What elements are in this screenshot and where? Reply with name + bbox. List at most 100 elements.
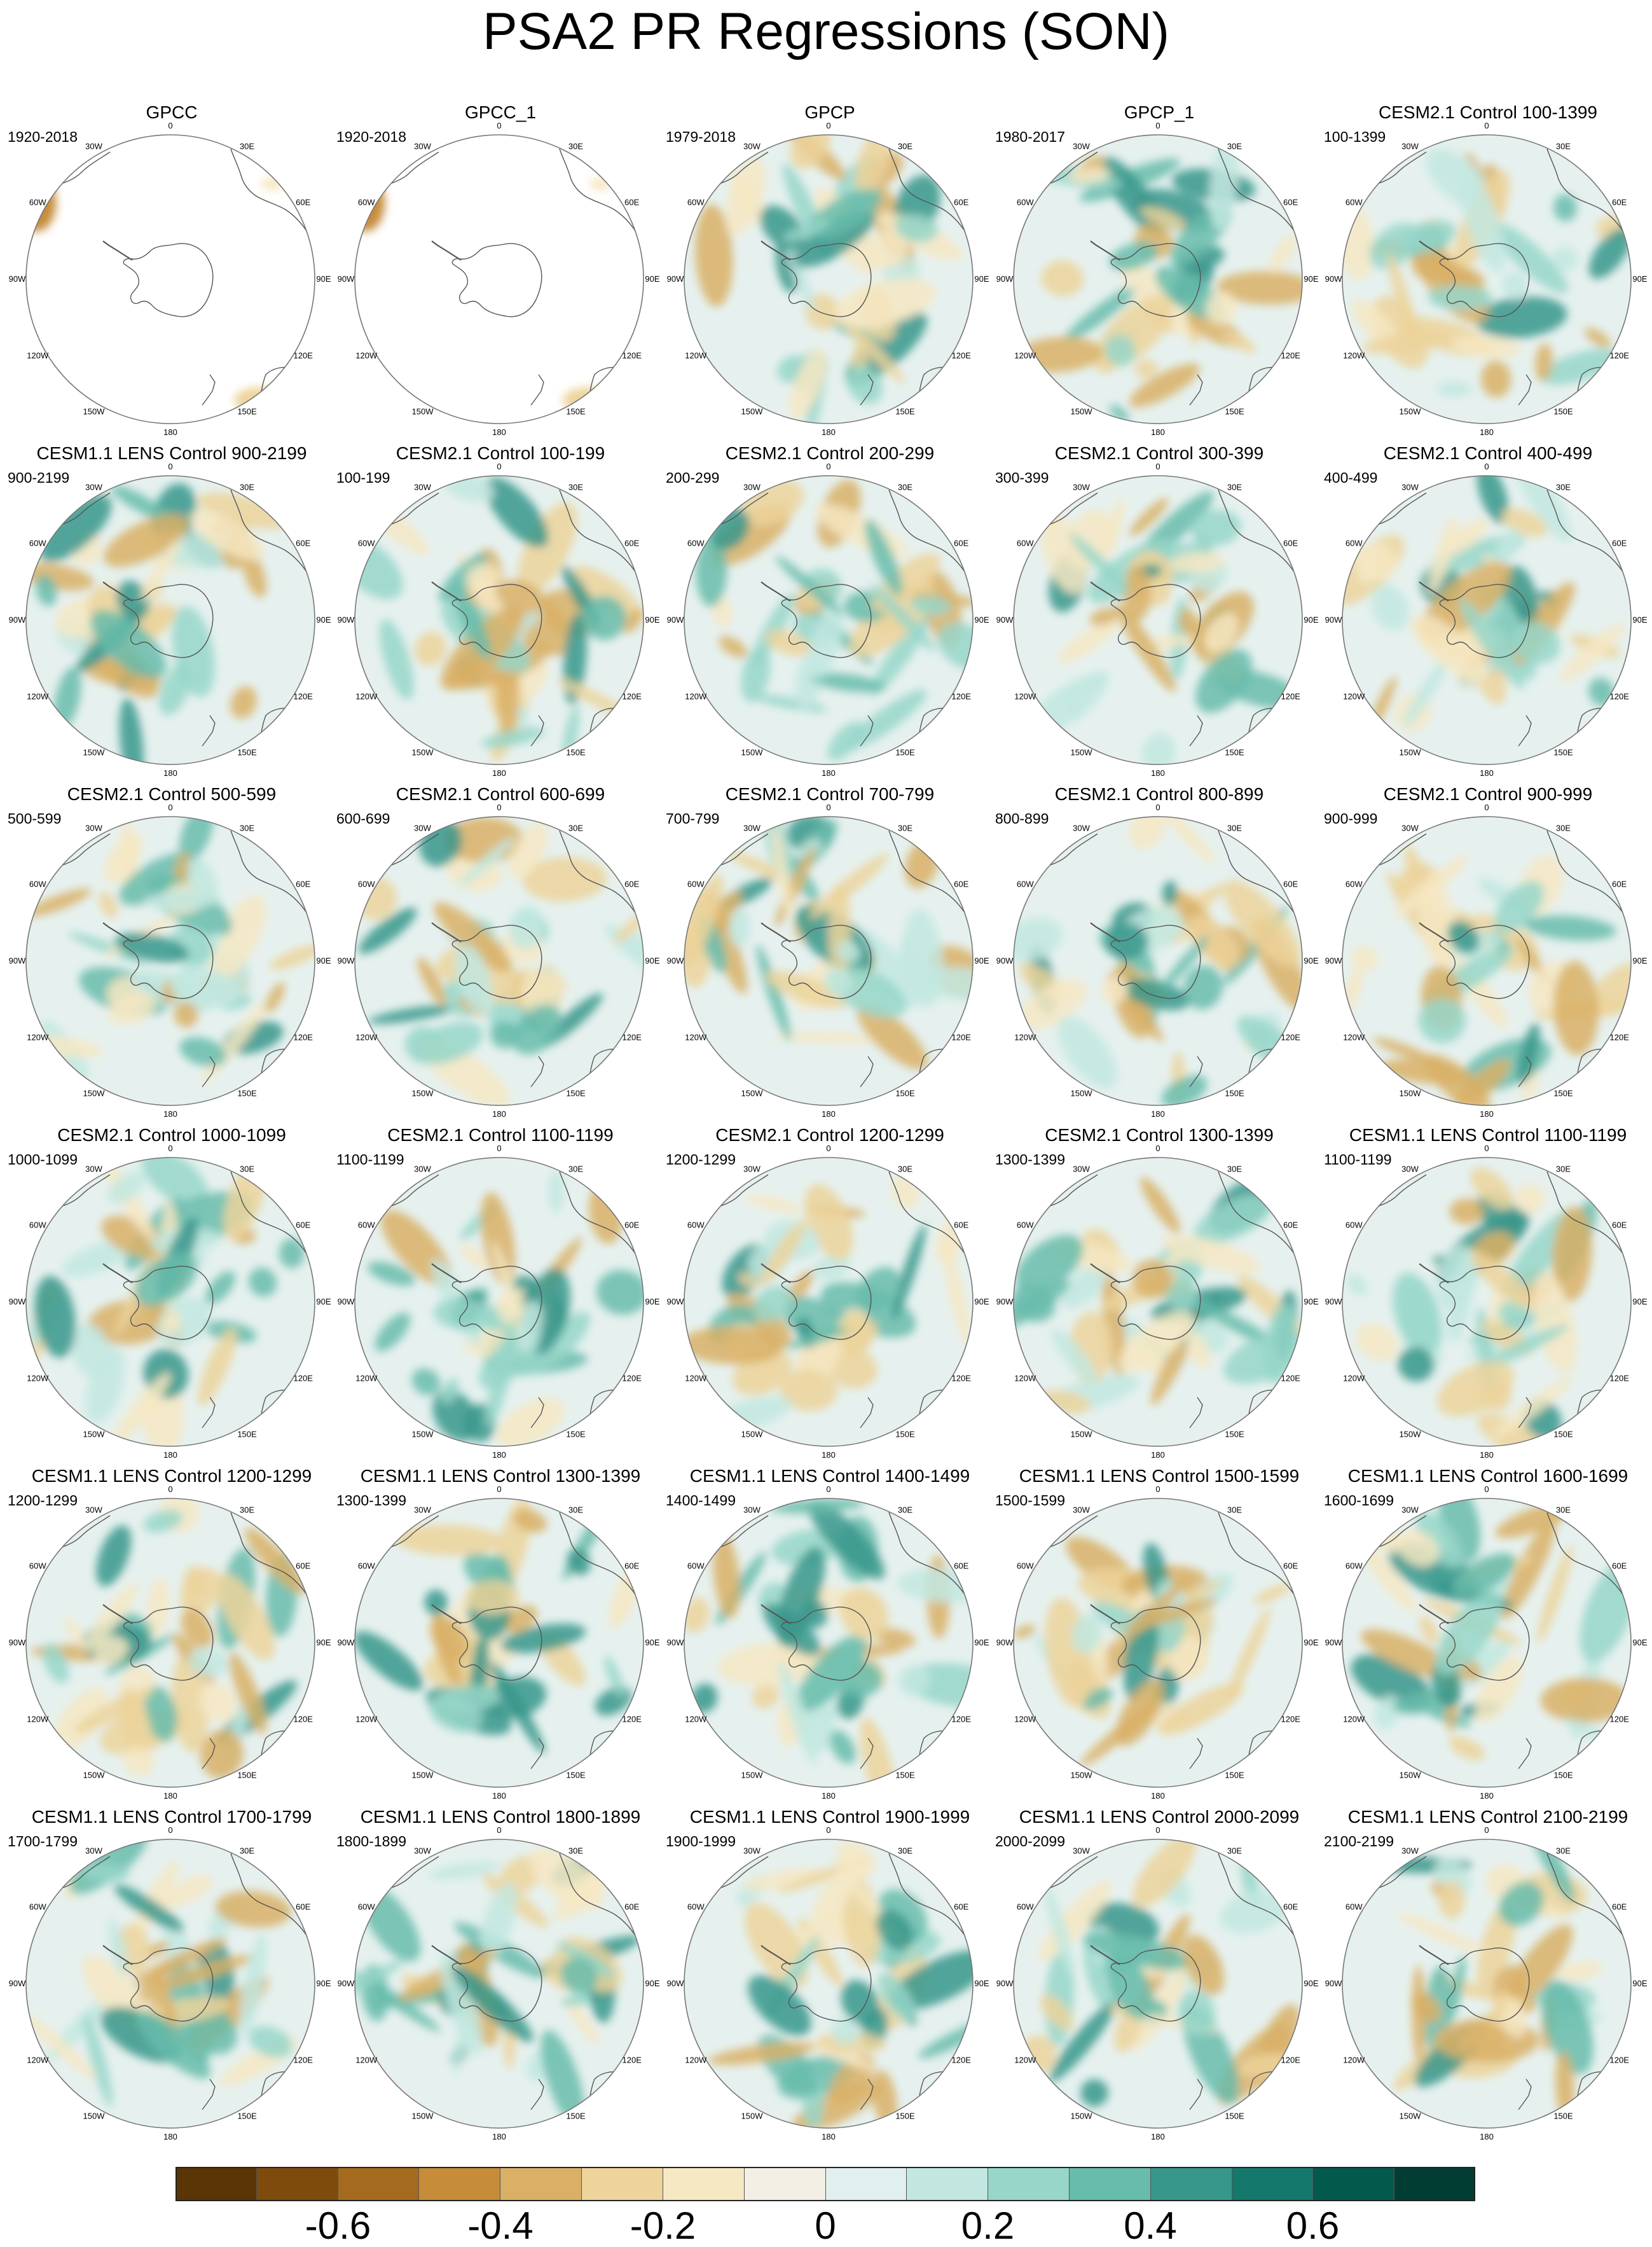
longitude-label: 120E [952,1715,972,1724]
contour-blob [240,1933,267,2036]
contour-blob [496,1397,565,1446]
contour-blob [1204,612,1239,653]
panel-period: 1000-1099 [8,1151,78,1168]
longitude-label: 60W [1017,1220,1034,1230]
polar-map: 0 30E 60E 90E 120E 150E 180 150W 120W 90W 60W 30W [667,1144,989,1460]
contour-blob [135,2011,210,2079]
colorbar-tick-label: -0.6 [305,2204,371,2247]
contour-blob [1499,1881,1544,1926]
longitude-label: 150E [237,1771,257,1780]
longitude-label: 120W [27,692,49,702]
australia-coastline [589,2071,633,2115]
longitude-label: 150E [1553,1089,1573,1098]
longitude-label: 120W [355,1033,378,1042]
australia-coastline [1576,707,1621,752]
contour-blob [465,1580,520,1615]
longitude-label: 90E [1304,274,1318,284]
contour-blob [775,1032,884,1044]
longitude-label: 0 [168,1484,172,1494]
longitude-label: 180 [163,427,177,437]
peninsula-coastline [761,1604,791,1624]
longitude-label: 90E [974,274,989,284]
longitude-label: 90W [1325,1638,1342,1647]
new-zealand-coastline [1189,1397,1203,1428]
longitude-label: 90W [338,1979,355,1988]
contour-blob [1475,1324,1569,1372]
antarctica-coastline [451,1266,542,1340]
longitude-label: 30W [1073,482,1090,492]
contour-blob [1080,2079,1108,2107]
longitude-label: 30W [743,1164,761,1173]
contour-blob [141,541,179,601]
polar-map: 0 30E 60E 90E 120E 150E 180 150W 120W 90W 60W 30W [1325,1825,1648,2141]
longitude-label: 120W [355,1715,378,1724]
colorbar-box [744,2167,826,2201]
contour-blob [1428,516,1458,595]
new-zealand-coastline [530,374,544,406]
contour-blob [179,1037,227,1067]
longitude-label: 90E [1632,274,1647,284]
australia-coastline [589,366,633,411]
longitude-label: 180 [1480,1109,1494,1119]
australia-coastline [918,707,963,752]
contour-blob [827,721,864,761]
contour-blob [1438,1881,1465,1919]
longitude-label: 60W [358,198,375,207]
panel-title: CESM1.1 LENS Control 1100-1199 [1349,1125,1627,1145]
longitude-label: 60W [358,539,375,548]
australia-coastline [918,1730,963,1774]
contour-blob [1495,528,1520,565]
colorbar-box [256,2167,338,2201]
contour-blob [837,940,861,963]
figure-title: PSA2 PR Regressions (SON) [482,3,1169,60]
panel-title: CESM2.1 Control 1300-1399 [1045,1125,1274,1145]
longitude-label: 0 [826,803,830,812]
map-panel: 0 30E 60E 90E 120E 150E 180 150W 120W 90W 60W 30W GP… [994,102,1325,437]
contour-blob [229,1652,267,1734]
longitude-label: 60E [1612,539,1627,548]
polar-map: 0 30E 60E 90E 120E 150E 180 150W 120W 90W 60W 30W [996,121,1319,437]
map-panel: 0 30E 60E 90E 120E 150E 180 150W 120W 90W 60W 30W CE… [1323,1806,1652,2141]
map-panel: 0 30E 60E 90E 120E 150E 180 150W 120W 90W 60W 30W CE… [664,784,995,1119]
longitude-label: 0 [1155,121,1160,130]
longitude-label: 0 [826,121,830,130]
map-panel: 0 30E 60E 90E 120E 150E 180 150W 120W 90W 60W 30W GP… [335,102,666,437]
panel-period: 1920-2018 [336,128,406,145]
panel-period: 1900-1999 [666,1833,736,1849]
contour-blob [786,1327,849,1349]
longitude-label: 90E [316,956,331,965]
precip-field [1342,845,1631,1105]
map-panel: 0 30E 60E 90E 120E 150E 180 150W 120W 90W 60W 30W CE… [6,784,337,1119]
longitude-label: 180 [1480,2132,1494,2141]
polar-map: 0 30E 60E 90E 120E 150E 180 150W 120W 90W 60W 30W [338,462,660,778]
map-boundary [1013,1498,1303,1788]
new-zealand-coastline [860,1738,874,1769]
polar-map: 0 30E 60E 90E 120E 150E 180 150W 120W 90W 60W 30W [9,1825,331,2141]
new-zealand-coastline [202,1397,216,1428]
peninsula-coastline [1419,581,1449,602]
longitude-label: 0 [168,1825,172,1835]
africa-coastline [888,1171,965,1254]
antarctica-coastline [1110,584,1201,658]
panel-title: CESM2.1 Control 500-599 [67,784,277,804]
longitude-label: 60W [29,539,46,548]
contour-blob [1206,292,1237,325]
contour-blob [132,1860,179,1938]
longitude-label: 60E [296,880,310,889]
longitude-label: 30E [898,482,912,492]
contour-blob [460,1243,490,1270]
map-background [26,135,315,424]
map-panel: 0 30E 60E 90E 120E 150E 180 150W 120W 90W 60W 30W GP… [664,102,995,437]
africa-coastline [230,1171,307,1254]
longitude-label: 90E [1304,615,1318,625]
contour-blob [1146,303,1173,333]
panel-period: 1920-2018 [8,128,78,145]
longitude-label: 0 [826,462,830,471]
longitude-label: 0 [1155,1144,1160,1153]
contour-blob [713,1533,740,1619]
contour-blob [1476,1413,1549,1446]
contour-blob [1447,920,1480,953]
contour-blob [745,1194,802,1213]
polar-map: 0 30E 60E 90E 120E 150E 180 150W 120W 90W 60W 30W [1325,1144,1648,1460]
africa-coastline [1218,148,1295,232]
